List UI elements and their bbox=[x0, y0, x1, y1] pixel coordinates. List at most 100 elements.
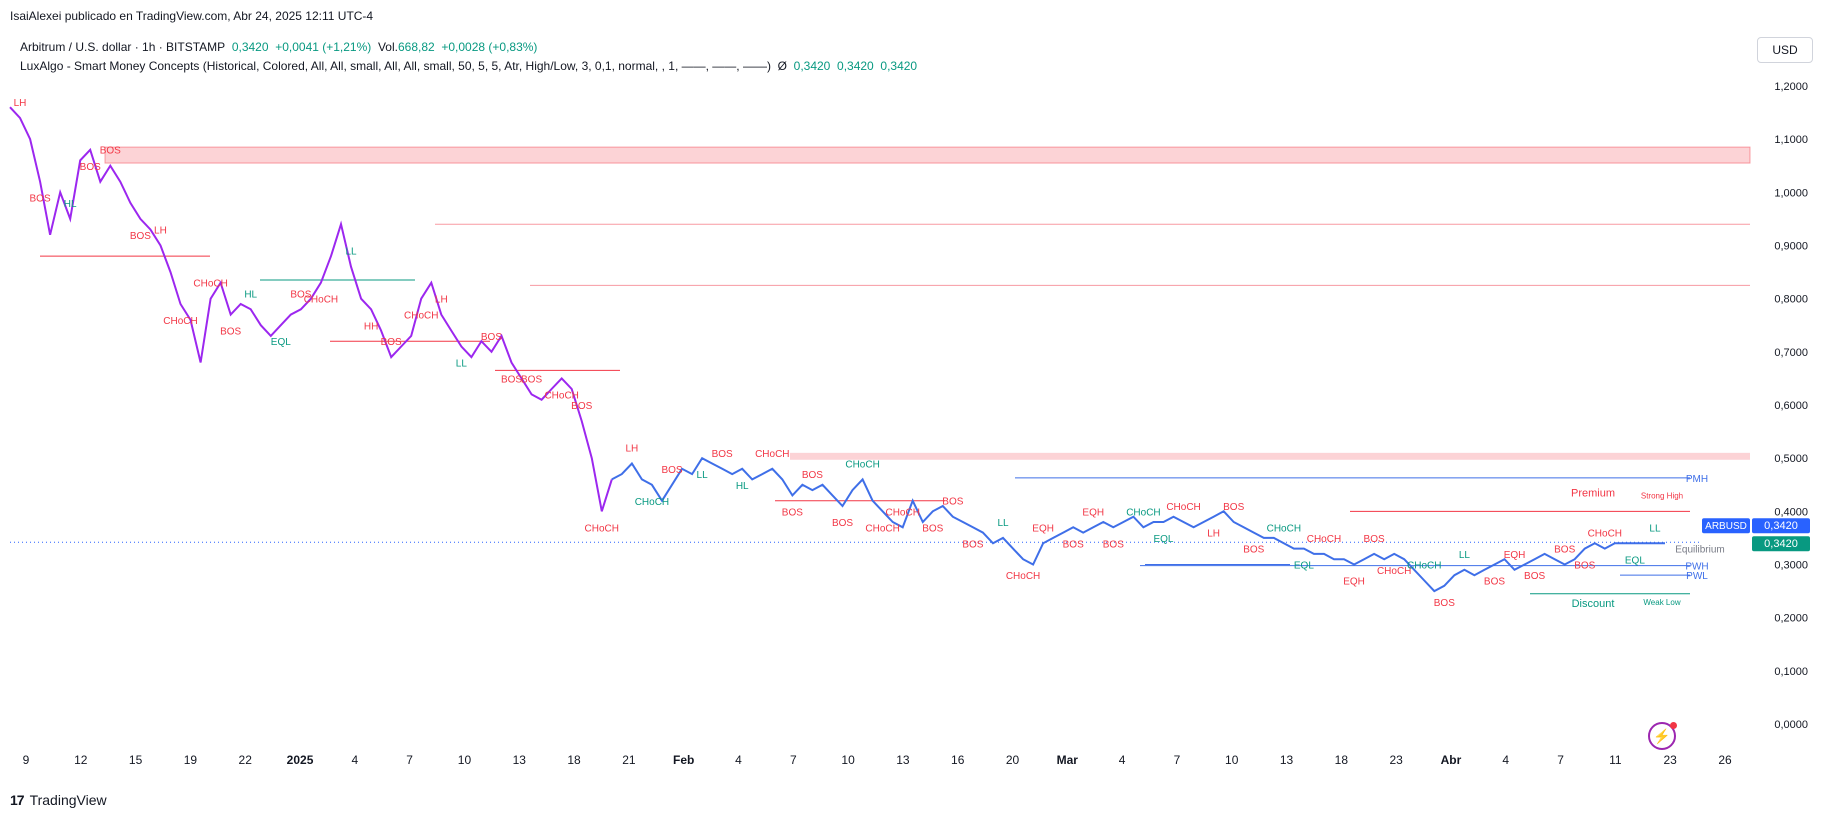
price-tag bbox=[1752, 518, 1810, 534]
smc-label: BOS bbox=[1524, 571, 1545, 582]
indicator-value-2: 0,3420 bbox=[837, 59, 874, 73]
smc-label: CHoCH bbox=[193, 279, 227, 290]
chart-legend: Arbitrum / U.S. dollar · 1h · BITSTAMP 0… bbox=[20, 38, 917, 76]
bolt-glyph-icon: ⚡ bbox=[1653, 727, 1671, 744]
x-tick-label: 9 bbox=[23, 753, 30, 767]
smc-label: CHoCH bbox=[1588, 529, 1622, 540]
x-tick-label: 13 bbox=[1280, 753, 1294, 767]
smc-label: EQL bbox=[1153, 534, 1173, 545]
strong-high-label: Strong High bbox=[1641, 491, 1683, 500]
smc-label: CHoCH bbox=[544, 390, 578, 401]
smc-label: CHoCH bbox=[163, 316, 197, 327]
smc-label: LH bbox=[625, 443, 638, 454]
equilibrium-label: Equilibrium bbox=[1675, 545, 1724, 556]
x-tick-label: 10 bbox=[458, 753, 472, 767]
smc-label: CHoCH bbox=[1307, 534, 1341, 545]
x-tick-label: 11 bbox=[1609, 753, 1622, 767]
indicator-title[interactable]: LuxAlgo - Smart Money Concepts (Historic… bbox=[20, 59, 771, 73]
alert-bolt-icon[interactable]: ⚡ bbox=[1648, 722, 1677, 750]
smc-label: LL bbox=[456, 359, 468, 370]
smc-label: EQH bbox=[1032, 523, 1054, 534]
y-tick-label: 0,5000 bbox=[1774, 453, 1808, 465]
smc-label: EQH bbox=[1082, 507, 1104, 518]
indicator-legend-row[interactable]: LuxAlgo - Smart Money Concepts (Historic… bbox=[20, 57, 917, 76]
smc-label: BOS bbox=[962, 539, 983, 550]
smc-label: LH bbox=[435, 295, 448, 306]
smc-label: EQH bbox=[1504, 550, 1526, 561]
publisher-line: IsaiAlexei publicado en TradingView.com,… bbox=[10, 9, 374, 23]
x-tick-label: 15 bbox=[129, 753, 143, 767]
smc-label: BOS bbox=[1243, 545, 1264, 556]
x-tick-label: 4 bbox=[1119, 753, 1126, 767]
smc-label: EQL bbox=[1625, 555, 1645, 566]
smc-label: BOS bbox=[481, 332, 502, 343]
symbol-legend-row[interactable]: Arbitrum / U.S. dollar · 1h · BITSTAMP 0… bbox=[20, 38, 917, 57]
x-tick-label: 12 bbox=[74, 753, 88, 767]
notification-dot-icon bbox=[1670, 722, 1677, 729]
smc-label: BOS bbox=[1574, 561, 1595, 572]
smc-label: BOS bbox=[1434, 598, 1455, 609]
smc-label: LH bbox=[14, 98, 27, 109]
y-tick-label: 1,0000 bbox=[1774, 187, 1808, 199]
smc-label: BOS bbox=[661, 465, 682, 476]
price-tag-label: 0,3420 bbox=[1764, 520, 1798, 532]
smc-label: LL bbox=[1649, 523, 1661, 534]
y-tick-label: 0,4000 bbox=[1774, 506, 1808, 518]
smc-label: BOS bbox=[501, 374, 522, 385]
smc-label: BOS bbox=[1103, 539, 1124, 550]
smc-label: CHoCH bbox=[304, 295, 338, 306]
smc-label: CHoCH bbox=[585, 523, 619, 534]
indicator-symbol: Ø bbox=[777, 59, 787, 73]
smc-label: BOS bbox=[571, 401, 592, 412]
indicator-value-3: 0,3420 bbox=[880, 59, 918, 73]
x-tick-label: 13 bbox=[513, 753, 527, 767]
x-tick-label: Feb bbox=[673, 753, 694, 767]
supply-zone-top bbox=[104, 146, 1751, 164]
y-tick-label: 1,1000 bbox=[1774, 134, 1808, 146]
smc-label: HL bbox=[64, 199, 77, 210]
y-tick-label: 0,3000 bbox=[1774, 560, 1808, 572]
symbol-title[interactable]: Arbitrum / U.S. dollar · 1h · BITSTAMP bbox=[20, 40, 226, 54]
x-tick-label: 4 bbox=[735, 753, 742, 767]
x-tick-label: 16 bbox=[951, 753, 965, 767]
supply-zone-mid bbox=[790, 452, 1750, 460]
y-tick-label: 0,9000 bbox=[1774, 240, 1808, 252]
smc-label: BOS bbox=[1484, 577, 1505, 588]
x-tick-label: 4 bbox=[351, 753, 358, 767]
smc-label: CHoCH bbox=[1006, 571, 1040, 582]
smc-label: BOS bbox=[1364, 534, 1385, 545]
x-tick-label: 7 bbox=[406, 753, 413, 767]
smc-label: LH bbox=[1207, 529, 1220, 540]
smc-label: HL bbox=[736, 481, 749, 492]
smc-label: BOS bbox=[290, 289, 311, 300]
tradingview-logo-icon: 17 bbox=[10, 792, 25, 808]
smc-label: HL bbox=[244, 289, 257, 300]
smc-label: BOS bbox=[1223, 502, 1244, 513]
pmh-label: PMH bbox=[1686, 474, 1708, 485]
x-tick-label: 19 bbox=[184, 753, 198, 767]
smc-label: BOS bbox=[80, 162, 101, 173]
y-tick-label: 0,1000 bbox=[1774, 666, 1808, 678]
x-tick-label: 23 bbox=[1389, 753, 1403, 767]
weak-low-label: Weak Low bbox=[1643, 598, 1680, 607]
currency-button[interactable]: USD bbox=[1757, 37, 1813, 63]
y-tick-label: 1,2000 bbox=[1774, 81, 1808, 93]
x-tick-label: 26 bbox=[1718, 753, 1732, 767]
price-change: +0,0041 (+1,21%) bbox=[275, 40, 372, 54]
smc-label: BOS bbox=[381, 337, 402, 348]
smc-label: CHoCH bbox=[1126, 507, 1160, 518]
smc-label: CHoCH bbox=[755, 449, 789, 460]
x-tick-label: 7 bbox=[1174, 753, 1181, 767]
last-price: 0,3420 bbox=[231, 40, 269, 54]
y-tick-label: 0,8000 bbox=[1774, 294, 1808, 306]
x-tick-label: Abr bbox=[1441, 753, 1462, 767]
x-tick-label: 20 bbox=[1006, 753, 1020, 767]
smc-label: BOS bbox=[832, 518, 853, 529]
volume-label: Vol. bbox=[377, 40, 398, 54]
x-tick-label: 21 bbox=[622, 753, 636, 767]
smc-label: BOS bbox=[30, 194, 51, 205]
y-tick-label: 0,6000 bbox=[1774, 400, 1808, 412]
pwh-label: PWH bbox=[1685, 562, 1708, 573]
smc-label: EQL bbox=[1294, 561, 1314, 572]
